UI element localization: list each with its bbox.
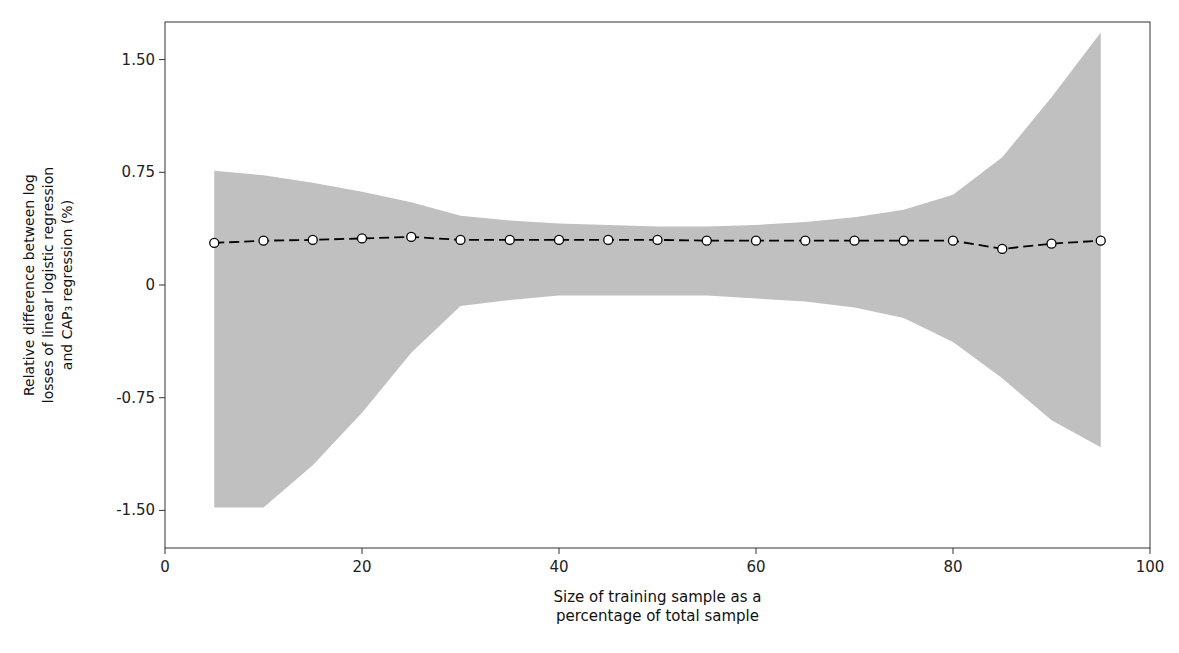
mean-marker [505, 235, 514, 244]
x-axis-label-line: Size of training sample as a [554, 588, 762, 606]
x-tick-label: 80 [943, 558, 962, 576]
data-layer [210, 33, 1106, 508]
x-tick-label: 20 [352, 558, 371, 576]
y-tick [159, 285, 165, 286]
plot-frame [165, 22, 1150, 548]
y-tick-label: 0.75 [122, 163, 155, 181]
x-tick [362, 548, 363, 554]
y-axis-label-line: Relative difference between log [21, 174, 37, 396]
mean-marker [555, 235, 564, 244]
y-axis-label: Relative difference between loglosses of… [21, 167, 75, 403]
mean-marker [1096, 236, 1105, 245]
y-tick-label: -0.75 [116, 389, 155, 407]
y-tick [159, 59, 165, 60]
y-tick-label: -1.50 [116, 501, 155, 519]
x-tick [756, 548, 757, 554]
mean-marker [407, 232, 416, 241]
y-axis-label-line: and CAP₃ regression (%) [59, 200, 75, 370]
x-tick-label: 0 [160, 558, 170, 576]
mean-marker [850, 236, 859, 245]
mean-marker [456, 235, 465, 244]
y-tick-label: 1.50 [122, 51, 155, 69]
x-tick [165, 548, 166, 554]
x-tick-label: 40 [549, 558, 568, 576]
x-tick [559, 548, 560, 554]
chart: 0 20 40 60 80 100 -1.50 -0.75 0 0.75 1.50 Size of t… [0, 0, 1179, 653]
mean-marker [801, 236, 810, 245]
x-tick [953, 548, 954, 554]
mean-marker [653, 235, 662, 244]
axes: 0 20 40 60 80 100 -1.50 -0.75 0 0.75 1.50 [116, 51, 1164, 576]
mean-marker [259, 236, 268, 245]
mean-marker [1047, 239, 1056, 248]
mean-marker [949, 236, 958, 245]
x-tick [1150, 548, 1151, 554]
mean-marker [752, 236, 761, 245]
mean-marker [210, 238, 219, 247]
page: {"chart_data": { "type": "line", "xlabel… [0, 0, 1179, 653]
mean-marker [899, 236, 908, 245]
y-tick [159, 397, 165, 398]
mean-marker [604, 235, 613, 244]
mean-marker [998, 244, 1007, 253]
x-tick-label: 60 [746, 558, 765, 576]
y-tick [159, 172, 165, 173]
x-tick-label: 100 [1136, 558, 1165, 576]
mean-marker [308, 235, 317, 244]
mean-marker [702, 236, 711, 245]
x-axis-label-line: percentage of total sample [556, 607, 759, 625]
range-band [214, 33, 1101, 508]
y-tick-label: 0 [145, 276, 155, 294]
mean-marker [358, 234, 367, 243]
x-axis-label: Size of training sample as apercentage o… [554, 588, 762, 625]
y-axis-label-line: losses of linear logistic regression [40, 167, 56, 403]
y-tick [159, 510, 165, 511]
